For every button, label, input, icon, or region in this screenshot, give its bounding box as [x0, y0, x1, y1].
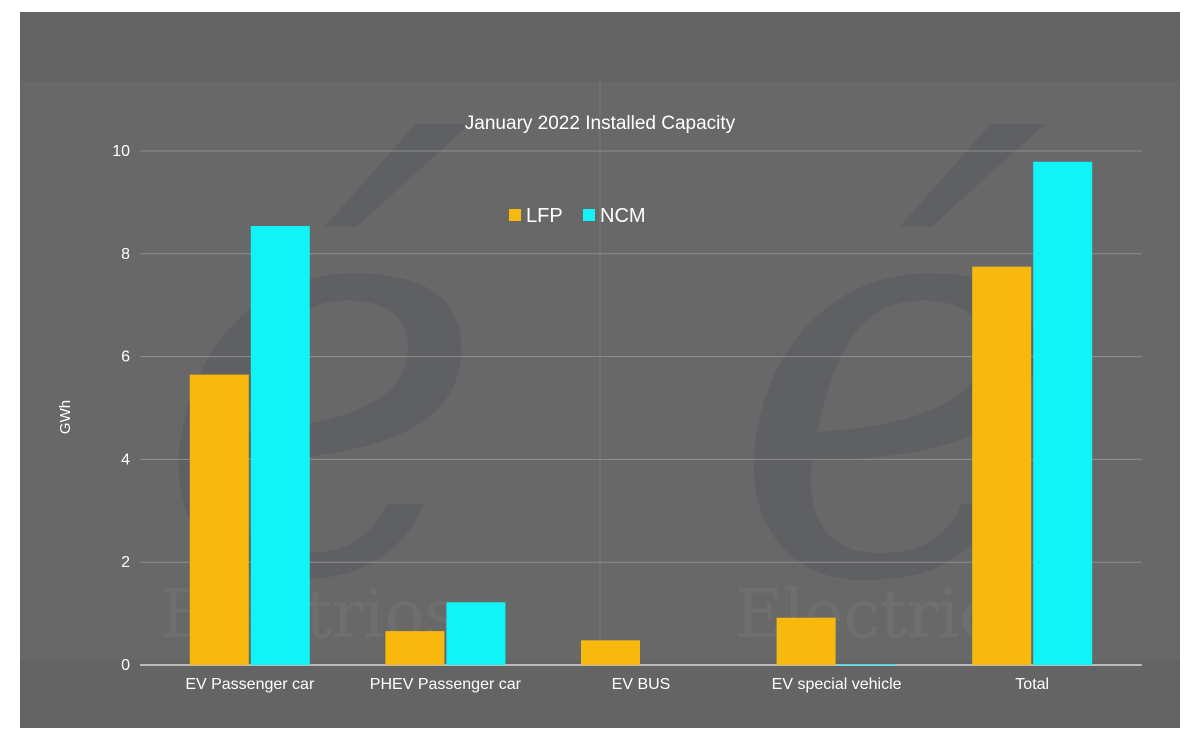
bar-lfp-1 — [385, 631, 445, 665]
legend-swatch-ncm — [583, 209, 595, 221]
bars — [189, 161, 1093, 665]
chart-title: January 2022 Installed Capacity — [465, 113, 736, 134]
y-tick-label: 6 — [121, 349, 130, 366]
x-category-label: Total — [1015, 676, 1049, 693]
y-axis-ticks: 0 2 4 6 8 10 — [112, 143, 130, 674]
y-tick-label: 10 — [112, 143, 130, 160]
x-category-label: EV BUS — [612, 676, 671, 693]
bottom-band — [20, 660, 1180, 728]
bar-ncm-0 — [250, 226, 310, 665]
y-tick-label: 8 — [121, 246, 130, 263]
legend-swatch-lfp — [509, 209, 521, 221]
y-axis-label: GWh — [57, 400, 74, 434]
y-tick-label: 2 — [121, 554, 130, 571]
bar-lfp-3 — [776, 617, 836, 665]
y-tick-label: 0 — [121, 657, 130, 674]
bar-lfp-4 — [972, 266, 1032, 665]
y-tick-label: 4 — [121, 451, 130, 468]
x-axis-labels: EV Passenger car PHEV Passenger car EV BUS… — [185, 676, 1049, 693]
x-category-label: EV special vehicle — [772, 676, 902, 693]
bar-ncm-1 — [446, 602, 506, 665]
legend-label-ncm: NCM — [600, 205, 646, 227]
bar-lfp-0 — [189, 374, 249, 665]
bar-lfp-2 — [581, 640, 640, 665]
legend: LFP NCM — [509, 205, 646, 227]
legend-label-lfp: LFP — [526, 205, 563, 227]
x-category-label: PHEV Passenger car — [370, 676, 522, 693]
top-band — [20, 12, 1180, 82]
bar-ncm-3 — [837, 664, 897, 665]
bar-ncm-4 — [1033, 161, 1093, 665]
x-category-label: EV Passenger car — [185, 676, 315, 693]
